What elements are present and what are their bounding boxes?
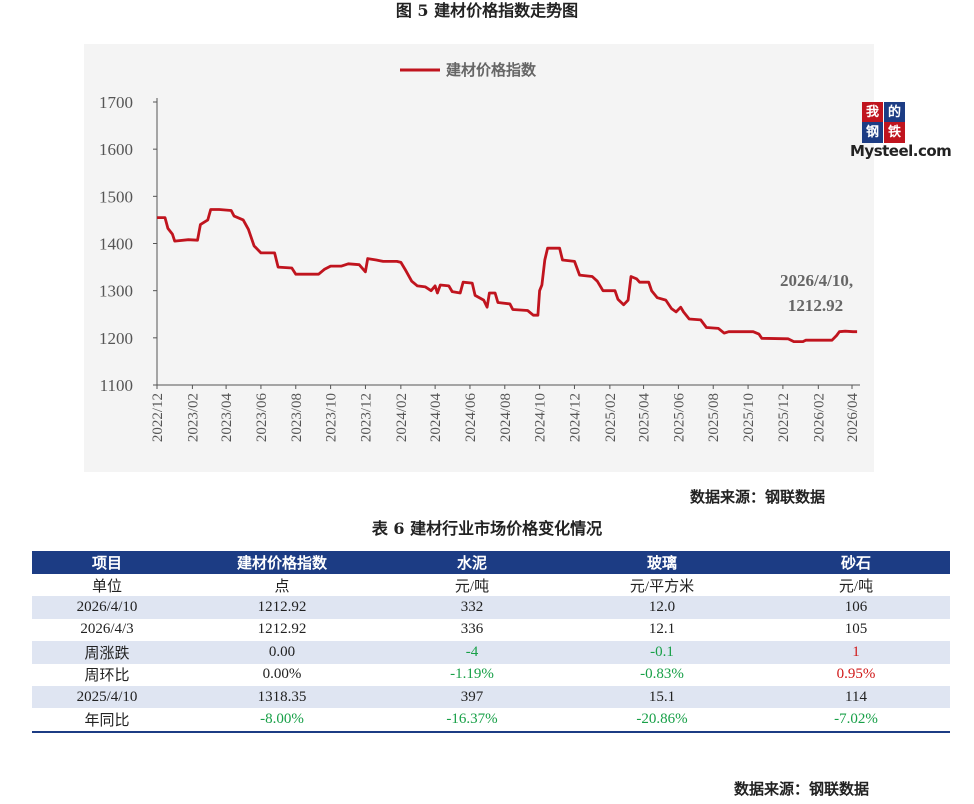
x-tick-label: 2025/10 [741, 393, 757, 442]
table-cell: 年同比 [32, 708, 182, 733]
x-tick-label: 2026/04 [845, 393, 861, 443]
x-tick-label: 2025/08 [706, 393, 722, 442]
table-row: 周环比 0.00% -1.19% -0.83% 0.95% [32, 664, 950, 686]
x-tick-label: 2023/12 [358, 393, 374, 442]
y-tick-label: 1600 [99, 140, 133, 159]
table-row: 单位 点 元/吨 元/平方米 元/吨 [32, 574, 950, 596]
table-cell: 332 [382, 596, 562, 619]
table-cell: 2026/4/3 [80, 621, 134, 638]
x-tick-label: 2023/10 [324, 393, 340, 442]
table-cell: -0.83% [640, 666, 684, 683]
table-cell: 1318.35 [182, 685, 382, 709]
line-chart: 1100 1200 1300 1400 1500 1600 1700 2022/12 2023/… [99, 61, 861, 443]
table-cell: -0.1 [562, 641, 762, 664]
annotation-value: 1212.92 [788, 296, 843, 315]
table-cell: 元/吨 [454, 578, 490, 595]
x-tick-label: 2025/06 [671, 393, 687, 443]
mysteel-logo: 我 的 钢 铁 Mysteel.com [850, 102, 952, 162]
table-cell: -4 [382, 641, 562, 664]
table-title: 表 6 建材行业市场价格变化情况 [371, 519, 603, 538]
table-row: 周涨跌 0.00 -4 -0.1 1 [32, 641, 950, 664]
table-cell: -1.19% [450, 666, 494, 683]
table-cell: 1212.92 [182, 596, 382, 619]
annotation-date: 2026/4/10, [780, 271, 853, 290]
x-tick-label: 2022/12 [150, 393, 166, 442]
y-tick-label: 1300 [99, 282, 133, 301]
y-tick-label: 1400 [99, 235, 133, 254]
table-cell: 114 [762, 685, 950, 709]
table-cell: 点 [274, 578, 290, 595]
table-cell: 1 [762, 641, 950, 664]
figure-title: 图 5 建材价格指数走势图 [395, 1, 579, 20]
table-cell: 单位 [91, 578, 122, 595]
logo-char: 钢 [862, 122, 883, 143]
header-cell: 建材价格指数 [182, 551, 382, 574]
x-tick-label: 2024/08 [498, 393, 514, 442]
x-tick-label: 2025/04 [637, 393, 653, 443]
x-tick-label: 2024/06 [463, 393, 479, 443]
y-tick-label: 1700 [99, 93, 133, 112]
table-cell: 397 [382, 685, 562, 709]
x-tick-label: 2026/02 [811, 393, 827, 442]
table-cell: 0.00% [262, 666, 302, 683]
logo-char: 铁 [884, 122, 905, 143]
table-cell: -8.00% [182, 708, 382, 733]
header-cell: 水泥 [382, 551, 562, 574]
table-cell: 12.1 [648, 621, 676, 638]
logo-char: 我 [862, 102, 883, 123]
logo-char: 的 [884, 102, 905, 123]
table-cell: 0.95% [836, 666, 876, 683]
table-cell: -20.86% [562, 708, 762, 733]
table-source-note: 数据来源：钢联数据 [734, 780, 870, 798]
x-tick-label: 2023/02 [185, 393, 201, 442]
table-row: 2025/4/10 1318.35 397 15.1 114 [32, 685, 950, 709]
x-tick-label: 2024/12 [567, 393, 583, 442]
x-tick-label: 2025/02 [603, 393, 619, 442]
table-cell: 2025/4/10 [32, 685, 182, 709]
header-cell: 玻璃 [562, 551, 762, 574]
x-tick-label: 2025/12 [776, 393, 792, 442]
table-cell: -7.02% [762, 708, 950, 733]
header-cell: 砂石 [762, 551, 950, 574]
x-tick-label: 2024/02 [394, 393, 410, 442]
price-change-table: 项目 建材价格指数 水泥 玻璃 砂石 单位点元/吨 元/平方米 元/吨 2026/4/… [32, 551, 950, 733]
y-tick-label: 1100 [100, 376, 133, 395]
legend-label: 建材价格指数 [446, 61, 537, 79]
table-cell: 周涨跌 [32, 641, 182, 664]
x-tick-label: 2023/06 [254, 393, 270, 443]
chart-area: 1100 1200 1300 1400 1500 1600 1700 2022/12 2023/… [84, 44, 952, 472]
y-tick-label: 1200 [99, 329, 133, 348]
table-row: 2026/4/10 1212.92 332 12.0 106 [32, 596, 950, 619]
x-tick-label: 2023/04 [219, 393, 235, 443]
table-cell: 周环比 [84, 668, 130, 685]
table-cell: 0.00 [182, 641, 382, 664]
table-row: 年同比 -8.00% -16.37% -20.86% -7.02% [32, 708, 950, 733]
table-cell: 12.0 [562, 596, 762, 619]
table-cell: 1212.92 [257, 621, 307, 638]
table-cell: 元/吨 [838, 578, 874, 595]
table-cell: 105 [844, 621, 868, 638]
series-line [157, 208, 858, 344]
x-tick-label: 2024/10 [533, 393, 549, 442]
header-cell: 项目 [32, 551, 182, 574]
x-tick-label: 2024/04 [428, 393, 444, 443]
table-cell: 15.1 [562, 685, 762, 709]
table-cell: 106 [762, 596, 950, 619]
table-cell: 336 [460, 621, 484, 638]
table-cell: 元/平方米 [629, 578, 695, 595]
x-tick-label: 2023/08 [289, 393, 305, 442]
table-row: 2026/4/3 1212.92 336 12.1 105 [32, 619, 950, 641]
table-header-row: 项目 建材价格指数 水泥 玻璃 砂石 [32, 551, 950, 574]
table-cell: -16.37% [382, 708, 562, 733]
logo-word: Mysteel.com [850, 142, 952, 160]
chart-source-note: 数据来源：钢联数据 [690, 488, 826, 506]
y-tick-label: 1500 [99, 187, 133, 206]
table-cell: 2026/4/10 [32, 596, 182, 619]
